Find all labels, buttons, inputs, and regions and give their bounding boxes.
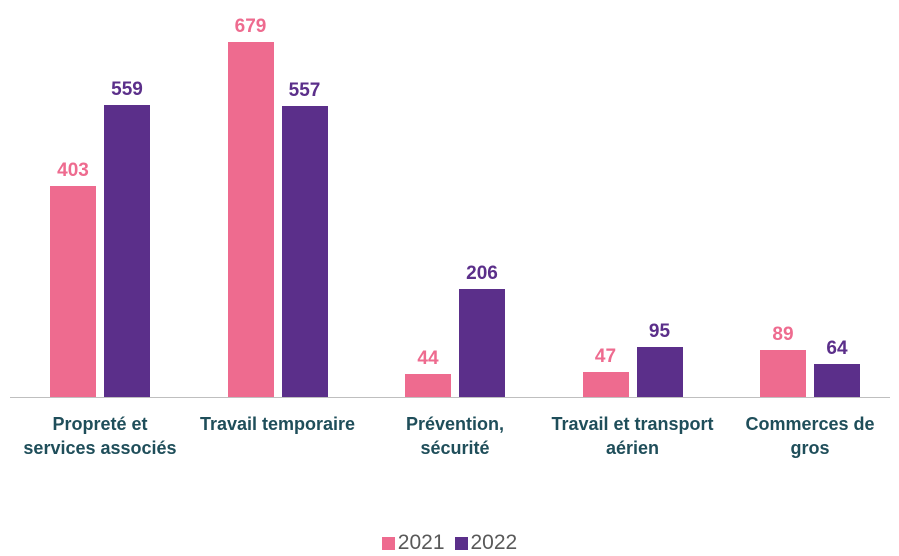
data-label: 403 xyxy=(57,160,89,182)
x-tick-label: Propreté et services associés xyxy=(23,414,177,458)
bar xyxy=(760,350,806,397)
bar xyxy=(814,363,860,397)
data-label: 206 xyxy=(466,263,498,285)
data-label: 559 xyxy=(111,78,143,100)
data-label: 47 xyxy=(594,346,617,368)
legend: 2021 2022 xyxy=(0,531,899,555)
data-label: 44 xyxy=(417,347,439,369)
bar xyxy=(405,373,451,397)
data-label: 89 xyxy=(772,324,794,346)
data-label: 64 xyxy=(826,337,848,359)
bar xyxy=(50,186,96,397)
bar xyxy=(636,347,683,397)
bar xyxy=(459,289,505,397)
bar xyxy=(582,372,629,397)
legend-label: 2022 xyxy=(470,531,518,554)
x-tick-label: Prévention, sécurité xyxy=(405,414,505,458)
legend-label: 2021 xyxy=(397,531,445,554)
bar xyxy=(281,105,328,397)
x-tick-label: Travail temporaire xyxy=(199,414,356,434)
x-tick-label: Travail et transport aérien xyxy=(551,414,714,458)
legend-item: 2021 xyxy=(381,531,445,555)
bar xyxy=(104,104,150,397)
data-label: 557 xyxy=(288,79,321,101)
legend-swatch xyxy=(381,536,395,550)
legend-item: 2022 xyxy=(454,531,518,555)
baseline xyxy=(10,397,890,398)
legend-swatch xyxy=(454,536,468,550)
data-label: 679 xyxy=(234,16,267,37)
x-tick-label: Commerces de gros xyxy=(745,414,875,458)
data-label: 95 xyxy=(648,321,671,343)
bar xyxy=(227,42,274,397)
